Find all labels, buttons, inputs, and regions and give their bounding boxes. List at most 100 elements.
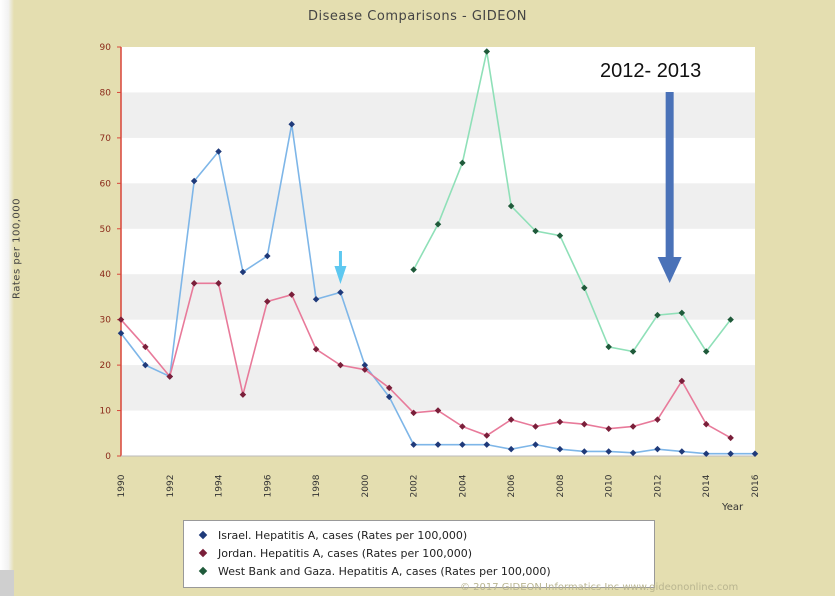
legend-item-jordan: Jordan. Hepatitis A, cases (Rates per 10… — [198, 546, 472, 562]
legend-marker-israel — [198, 530, 208, 540]
data-point — [556, 418, 564, 426]
y-tick-label: 20 — [100, 361, 112, 371]
y-tick-label: 60 — [100, 179, 112, 189]
data-point — [117, 316, 125, 323]
light-arrow-shaft — [338, 251, 342, 268]
data-point — [410, 441, 417, 448]
grid-band — [121, 365, 755, 411]
tick-labels: 0 10 20 30 40 50 60 70 80 90 1990 1992 1994 1996 1998 2… — [100, 43, 761, 497]
axes — [120, 47, 755, 457]
x-tick-label: 2012 — [653, 475, 663, 498]
data-point — [727, 450, 734, 457]
data-point — [678, 309, 686, 317]
data-point — [361, 361, 369, 369]
data-point — [629, 348, 637, 355]
data-point — [117, 330, 125, 337]
data-point — [142, 361, 149, 369]
y-tick-label: 80 — [100, 88, 112, 98]
x-tick-label: 1994 — [215, 474, 225, 497]
data-point — [629, 449, 637, 457]
data-point — [532, 227, 539, 235]
legend-marker-jordan — [198, 548, 208, 558]
chart-legend: Israel. Hepatitis A, cases (Rates per 10… — [183, 520, 655, 588]
x-tick-label: 1996 — [263, 474, 273, 497]
data-point — [483, 441, 491, 448]
data-point — [629, 423, 637, 430]
data-point — [215, 280, 222, 287]
copyright-footer: © 2017 GIDEON Informatics Inc www.gideon… — [460, 582, 739, 593]
data-point — [385, 393, 393, 401]
data-point — [581, 420, 588, 428]
data-point — [459, 441, 466, 448]
annotation-2012-2013: 2012- 2013 — [600, 60, 702, 82]
x-tick-label: 2010 — [605, 474, 615, 497]
x-tick-label: 1992 — [166, 475, 176, 498]
series-1 — [117, 280, 734, 442]
y-tick-label: 50 — [100, 225, 112, 235]
chart-title: Disease Comparisons - GIDEON — [308, 9, 527, 24]
x-tick-label: 1998 — [312, 474, 322, 497]
x-tick-label: 2016 — [751, 474, 761, 497]
y-tick-label: 10 — [100, 407, 112, 417]
data-point — [166, 373, 174, 380]
y-tick-label: 40 — [100, 270, 112, 280]
y-tick-label: 0 — [105, 452, 111, 462]
legend-label-jordan: Jordan. Hepatitis A, cases (Rates per 10… — [218, 547, 473, 560]
x-tick-label: 2008 — [556, 474, 566, 497]
x-tick-label: 1990 — [117, 474, 127, 497]
series-line — [412, 51, 732, 353]
data-point — [410, 409, 417, 417]
y-tick-label: 30 — [100, 316, 112, 326]
x-tick-label: 2000 — [361, 474, 371, 497]
grid-band — [121, 92, 755, 138]
data-point — [361, 366, 369, 373]
data-point — [459, 423, 466, 430]
data-point — [239, 391, 247, 398]
data-point — [605, 425, 612, 432]
data-point — [751, 450, 759, 457]
data-point — [190, 177, 198, 185]
data-point — [264, 298, 271, 305]
data-point — [142, 343, 149, 351]
x-tick-label: 2002 — [410, 475, 420, 498]
data-point — [215, 148, 222, 155]
x-tick-label: 2014 — [702, 474, 712, 497]
data-point — [605, 343, 612, 351]
data-point — [459, 159, 466, 167]
data-point — [312, 345, 320, 353]
x-axis-label: Year — [722, 502, 744, 513]
data-point — [654, 311, 661, 319]
blue-arrow-shaft — [665, 92, 674, 260]
left-edge-strip — [0, 0, 14, 596]
data-point — [678, 448, 686, 455]
blue-arrow-head — [657, 257, 682, 283]
y-tick-label: 70 — [100, 134, 112, 144]
data-point — [288, 291, 295, 298]
data-point — [727, 434, 734, 442]
data-point — [337, 289, 344, 296]
data-point — [434, 407, 442, 414]
data-point — [532, 441, 539, 448]
series-line — [120, 282, 732, 439]
data-point — [264, 252, 271, 260]
grid-band — [121, 274, 755, 320]
data-point — [702, 348, 710, 355]
legend-item-westbank: West Bank and Gaza. Hepatitis A, cases (… — [198, 564, 551, 580]
left-edge-bar — [0, 570, 14, 596]
data-point — [434, 220, 442, 228]
legend-label-israel: Israel. Hepatitis A, cases (Rates per 10… — [218, 529, 468, 542]
y-tick-label: 90 — [100, 43, 112, 53]
data-point — [581, 448, 588, 455]
data-point — [434, 441, 442, 448]
data-point — [654, 416, 661, 423]
data-point — [532, 423, 539, 430]
data-point — [727, 316, 734, 323]
legend-label-westbank: West Bank and Gaza. Hepatitis A, cases (… — [218, 565, 551, 578]
legend-item-israel: Israel. Hepatitis A, cases (Rates per 10… — [198, 528, 467, 544]
data-point — [654, 445, 661, 453]
data-point — [483, 432, 491, 439]
data-point — [312, 295, 320, 303]
data-point — [410, 266, 417, 273]
light-arrow-head — [334, 266, 347, 284]
